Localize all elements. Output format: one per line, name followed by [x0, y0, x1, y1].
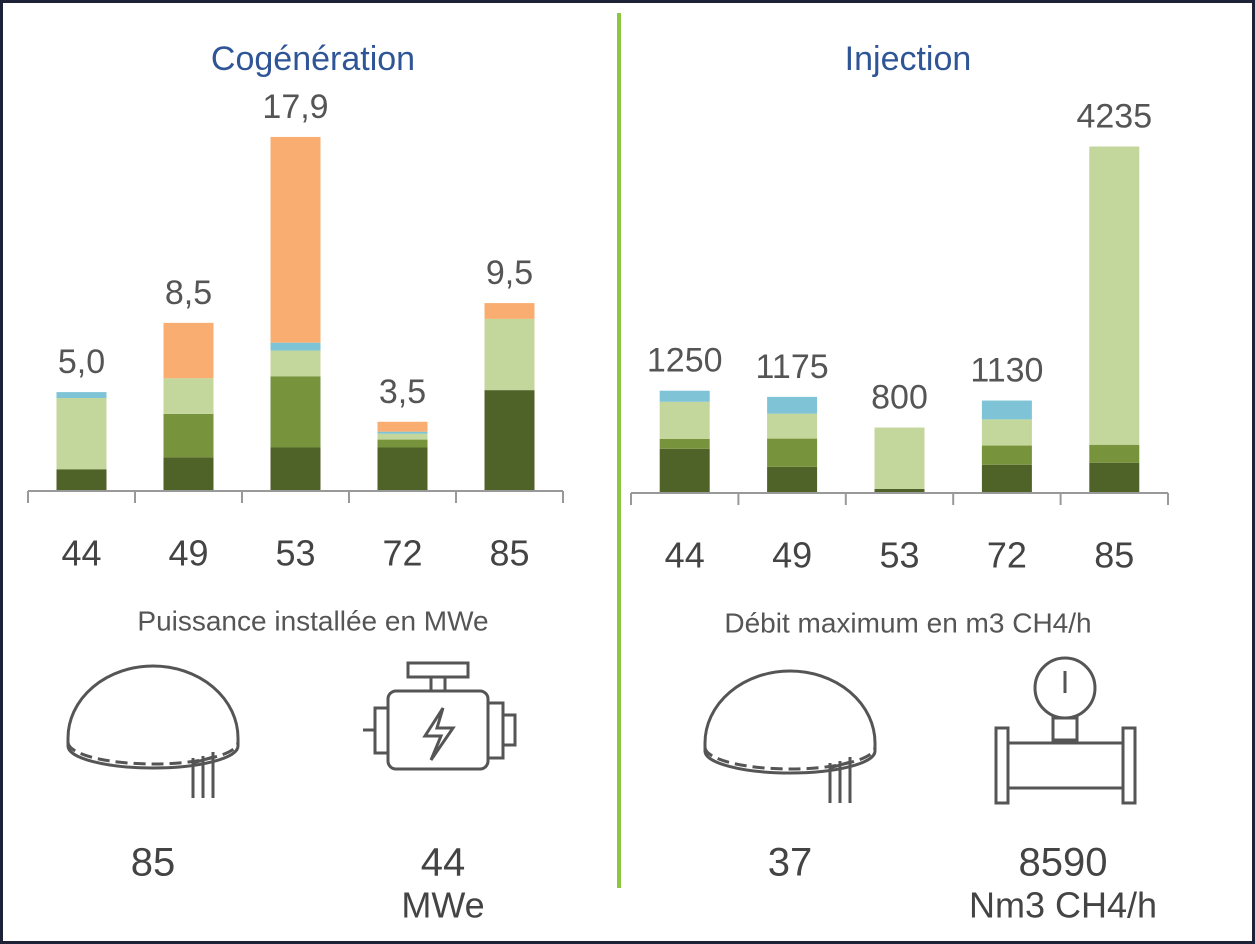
bar-segment — [56, 469, 107, 491]
stat-value: 85 — [131, 841, 176, 885]
digester-icon — [66, 664, 240, 798]
bar-segment — [377, 431, 428, 434]
x-tick-label: 72 — [987, 535, 1027, 576]
x-tick-label: 53 — [275, 533, 315, 574]
bar-segment — [767, 413, 818, 439]
bar-segment — [56, 398, 107, 470]
bar-segment — [56, 392, 107, 399]
digester-icon — [703, 669, 877, 803]
total-label: 4235 — [1076, 97, 1152, 135]
bar-segment — [874, 488, 925, 493]
chart-title: Cogénération — [211, 40, 415, 78]
stat-unit: Nm3 CH4/h — [969, 885, 1157, 926]
x-tick-label: 49 — [168, 533, 208, 574]
x-axis-label: Débit maximum en m3 CH4/h — [724, 607, 1091, 638]
x-tick-label: 85 — [489, 533, 529, 574]
bar-segment — [377, 433, 428, 440]
x-tick-label: 44 — [61, 533, 101, 574]
stat-unit: MWe — [401, 885, 484, 926]
bar-segment — [981, 419, 1032, 446]
total-label: 9,5 — [486, 254, 533, 292]
x-axis-label: Puissance installée en MWe — [137, 605, 488, 636]
bar-segment — [1089, 146, 1140, 445]
bar-segment — [659, 390, 710, 402]
total-label: 1175 — [756, 348, 829, 386]
total-label: 8,5 — [165, 274, 212, 312]
flowmeter-icon — [994, 656, 1137, 805]
x-tick-label: 72 — [382, 533, 422, 574]
bar-segment — [377, 439, 428, 448]
total-label: 17,9 — [262, 88, 328, 126]
total-label: 800 — [871, 379, 928, 417]
bar-segment — [163, 457, 214, 491]
bar-segment — [270, 136, 321, 343]
engine-icon — [363, 661, 517, 771]
bar-segment — [981, 464, 1032, 493]
bar-segment — [767, 466, 818, 493]
stat-value: 44 — [421, 841, 466, 885]
bar-segment — [659, 448, 710, 493]
total-label: 1130 — [970, 352, 1043, 390]
bar-segment — [981, 445, 1032, 465]
bar-segment — [270, 342, 321, 351]
bar-segment — [981, 400, 1032, 420]
bar-segment — [874, 427, 925, 489]
bar-segment — [767, 438, 818, 467]
bar-segment — [270, 447, 321, 491]
bar-segment — [484, 390, 535, 491]
bar-segment — [484, 303, 535, 319]
bar-segment — [659, 439, 710, 449]
bar-segment — [1089, 462, 1140, 493]
total-label: 3,5 — [379, 373, 426, 411]
total-label: 5,0 — [58, 343, 105, 381]
bar-segment — [659, 401, 710, 439]
bar-segment — [163, 322, 214, 379]
bar-segment — [270, 376, 321, 448]
bar-segment — [163, 378, 214, 414]
bar-segment — [1089, 444, 1140, 463]
bar-segment — [270, 350, 321, 377]
bar-segment — [767, 396, 818, 414]
stat-value: 8590 — [1019, 841, 1108, 885]
x-tick-label: 44 — [665, 535, 705, 576]
chart-title: Injection — [845, 40, 972, 78]
bar-segment — [484, 318, 535, 391]
stat-value: 37 — [768, 841, 813, 885]
bar-segment — [377, 447, 428, 491]
x-tick-label: 53 — [879, 535, 919, 576]
x-tick-label: 85 — [1094, 535, 1134, 576]
bar-segment — [377, 421, 428, 432]
total-label: 1250 — [647, 342, 723, 380]
bar-segment — [163, 413, 214, 458]
x-tick-label: 49 — [772, 535, 812, 576]
infographic: Cogénération5,0448,54917,9533,5729,585Pu… — [3, 3, 1252, 941]
